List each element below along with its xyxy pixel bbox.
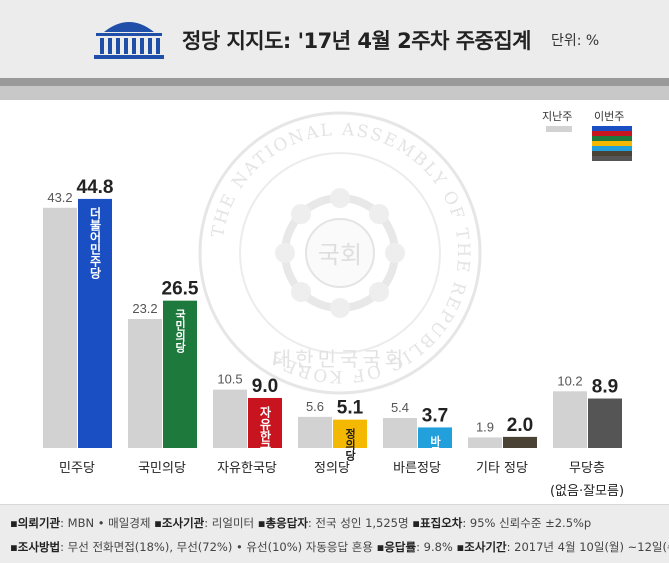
value-label-prev-1: 23.2 (132, 301, 157, 316)
bar-prev-2 (213, 389, 247, 448)
bar-curr-2 (248, 397, 282, 448)
bar-curr-1 (163, 300, 197, 448)
party-logo-2: 자유한국당 (258, 405, 272, 467)
value-label-curr-0: 44.8 (77, 177, 114, 198)
footer-key: ▪조사방법 (10, 540, 61, 554)
footer-line-2: ▪조사방법: 무선 전화면접(18%), 무선(72%) • 유선(10%) 자… (10, 539, 669, 555)
party-logo-4: 바른 (429, 434, 442, 457)
category-label-3: 정의당 (314, 461, 350, 476)
footer-key: ▪응답률 (376, 540, 417, 554)
value-label-curr-2: 9.0 (252, 376, 278, 397)
footer-value: : MBN • 매일경제 (60, 516, 155, 530)
bar-prev-3 (298, 416, 332, 448)
legend-curr-label: 이번주 (594, 110, 625, 123)
national-assembly-seal-watermark: THE NATIONAL ASSEMBLY OF THE REPUBLIC OF… (198, 111, 482, 395)
party-logo-0: 더불어민주당 (88, 205, 102, 279)
value-label-curr-1: 26.5 (162, 279, 199, 300)
national-assembly-icon (94, 22, 164, 59)
seal-center-text: 국회 (318, 241, 362, 269)
bar-prev-0 (43, 207, 77, 448)
value-label-prev-5: 1.9 (476, 419, 494, 434)
value-label-curr-4: 3.7 (422, 405, 448, 426)
footer-value: : 무선 전화면접(18%), 무선(72%) • 유선(10%) 자동응답 혼… (60, 540, 377, 554)
bar-prev-5 (468, 437, 502, 448)
value-label-prev-0: 43.2 (47, 190, 72, 205)
legend-prev-swatch (546, 126, 572, 132)
value-label-curr-3: 5.1 (337, 398, 364, 419)
category-label-2: 자유한국당 (217, 461, 277, 476)
footer: ▪의뢰기관: MBN • 매일경제 ▪조사기관: 리얼미터 ▪총응답자: 전국 … (0, 504, 669, 563)
chart-title: 정당 지지도: '17년 4월 2주차 주중집계 (182, 29, 532, 53)
bar-prev-6 (553, 391, 587, 448)
unit-label: 단위: % (551, 33, 600, 49)
legend: 지난주 이번주 (538, 108, 648, 168)
bar-curr-3 (333, 419, 367, 448)
bar-curr-6 (588, 398, 622, 448)
footer-value: : 리얼미터 (204, 516, 258, 530)
value-label-prev-3: 5.6 (306, 399, 324, 414)
divider-light (0, 86, 669, 100)
value-label-curr-6: 8.9 (592, 377, 618, 398)
footer-line-1: ▪의뢰기관: MBN • 매일경제 ▪조사기관: 리얼미터 ▪총응답자: 전국 … (10, 515, 591, 531)
value-label-curr-5: 2.0 (507, 415, 533, 436)
category-label-6: 무당층 (569, 461, 605, 476)
bar-prev-4 (383, 417, 417, 448)
footer-value: : 9.8% (416, 540, 457, 554)
footer-value: : 전국 성인 1,525명 (307, 516, 413, 530)
divider-dark (0, 78, 669, 86)
party-logo-1: 국민의당 (174, 308, 187, 353)
bar-curr-0 (78, 198, 112, 448)
title-area: 정당 지지도: '17년 4월 2주차 주중집계 단위: % (90, 18, 599, 62)
footer-key: ▪조사기간 (456, 540, 507, 554)
legend-prev-label: 지난주 (542, 110, 573, 123)
footer-key: ▪총응답자 (257, 516, 308, 530)
bar-curr-4 (418, 427, 452, 448)
value-label-prev-6: 10.2 (557, 373, 582, 388)
footer-key: ▪표집오차 (412, 516, 463, 530)
party-logo-3: 정의당 (344, 426, 357, 461)
value-label-prev-2: 10.5 (217, 372, 242, 387)
seal-bottom-text: 대한민국국회 (273, 347, 407, 371)
footer-value: : 95% 신뢰수준 ±2.5%p (462, 516, 592, 530)
category-label-0: 민주당 (59, 461, 95, 476)
bar-prev-1 (128, 319, 162, 448)
legend-curr-swatch (592, 126, 632, 166)
footer-key: ▪의뢰기관 (10, 516, 61, 530)
bar-curr-5 (503, 436, 537, 448)
category-sublabel-6: (없음·잘모름) (550, 484, 624, 499)
footer-key: ▪조사기관 (154, 516, 205, 530)
footer-value: : 2017년 4월 10일(월) ~12일(수) (506, 540, 669, 554)
category-label-1: 국민의당 (138, 461, 186, 476)
value-label-prev-4: 5.4 (391, 400, 409, 415)
category-label-5: 기타 정당 (476, 461, 528, 476)
category-label-4: 바른정당 (393, 461, 441, 476)
